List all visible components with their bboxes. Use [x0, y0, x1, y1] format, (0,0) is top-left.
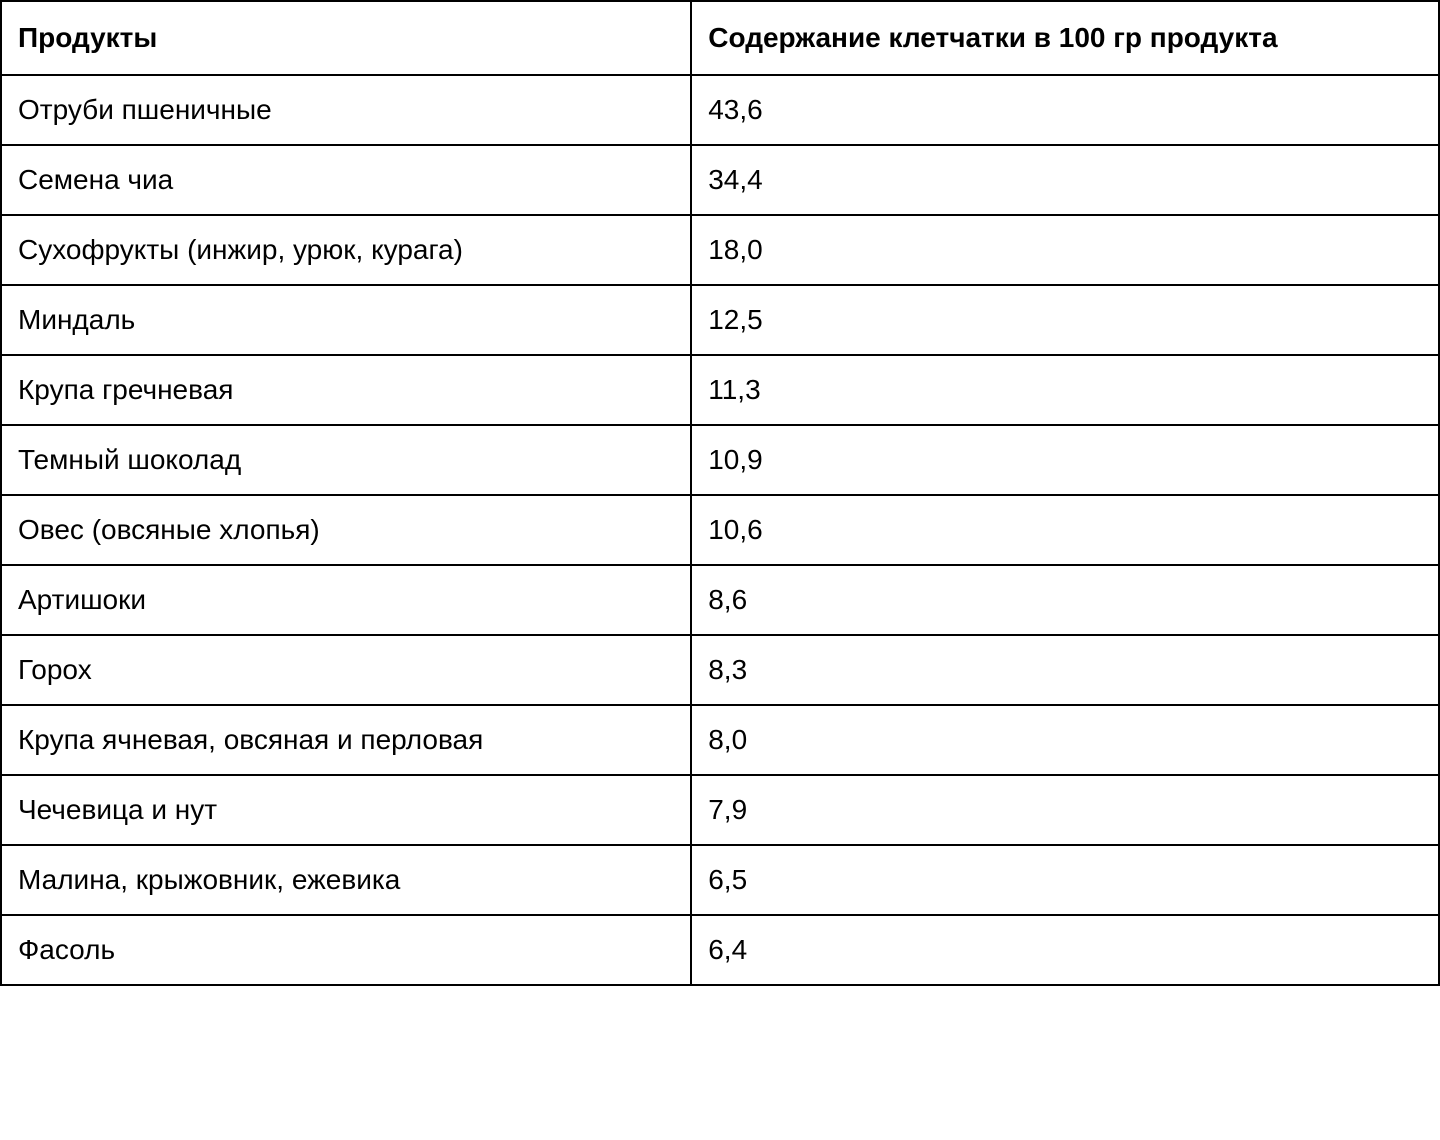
- table-row: Горох 8,3: [1, 635, 1439, 705]
- cell-product: Отруби пшеничные: [1, 75, 691, 145]
- table-header-row: Продукты Содержание клетчатки в 100 гр п…: [1, 1, 1439, 75]
- cell-value: 8,0: [691, 705, 1439, 775]
- table-row: Малина, крыжовник, ежевика 6,5: [1, 845, 1439, 915]
- cell-product: Фасоль: [1, 915, 691, 985]
- table-row: Отруби пшеничные 43,6: [1, 75, 1439, 145]
- header-product: Продукты: [1, 1, 691, 75]
- table-row: Миндаль 12,5: [1, 285, 1439, 355]
- cell-value: 11,3: [691, 355, 1439, 425]
- cell-value: 34,4: [691, 145, 1439, 215]
- cell-product: Овес (овсяные хлопья): [1, 495, 691, 565]
- table-row: Темный шоколад 10,9: [1, 425, 1439, 495]
- table-row: Овес (овсяные хлопья) 10,6: [1, 495, 1439, 565]
- cell-product: Малина, крыжовник, ежевика: [1, 845, 691, 915]
- table-row: Фасоль 6,4: [1, 915, 1439, 985]
- cell-product: Горох: [1, 635, 691, 705]
- cell-value: 8,6: [691, 565, 1439, 635]
- cell-product: Крупа ячневая, овсяная и перловая: [1, 705, 691, 775]
- cell-product: Крупа гречневая: [1, 355, 691, 425]
- table-row: Крупа гречневая 11,3: [1, 355, 1439, 425]
- cell-product: Семена чиа: [1, 145, 691, 215]
- table-row: Крупа ячневая, овсяная и перловая 8,0: [1, 705, 1439, 775]
- table-row: Сухофрукты (инжир, урюк, курага) 18,0: [1, 215, 1439, 285]
- cell-value: 8,3: [691, 635, 1439, 705]
- cell-value: 12,5: [691, 285, 1439, 355]
- cell-value: 10,9: [691, 425, 1439, 495]
- table-row: Семена чиа 34,4: [1, 145, 1439, 215]
- header-value: Содержание клетчатки в 100 гр продукта: [691, 1, 1439, 75]
- cell-product: Сухофрукты (инжир, урюк, курага): [1, 215, 691, 285]
- cell-value: 18,0: [691, 215, 1439, 285]
- table-row: Чечевица и нут 7,9: [1, 775, 1439, 845]
- cell-product: Темный шоколад: [1, 425, 691, 495]
- cell-value: 10,6: [691, 495, 1439, 565]
- cell-value: 6,4: [691, 915, 1439, 985]
- cell-value: 6,5: [691, 845, 1439, 915]
- cell-product: Артишоки: [1, 565, 691, 635]
- table-row: Артишоки 8,6: [1, 565, 1439, 635]
- fiber-content-table: Продукты Содержание клетчатки в 100 гр п…: [0, 0, 1440, 986]
- cell-product: Чечевица и нут: [1, 775, 691, 845]
- cell-value: 7,9: [691, 775, 1439, 845]
- cell-value: 43,6: [691, 75, 1439, 145]
- cell-product: Миндаль: [1, 285, 691, 355]
